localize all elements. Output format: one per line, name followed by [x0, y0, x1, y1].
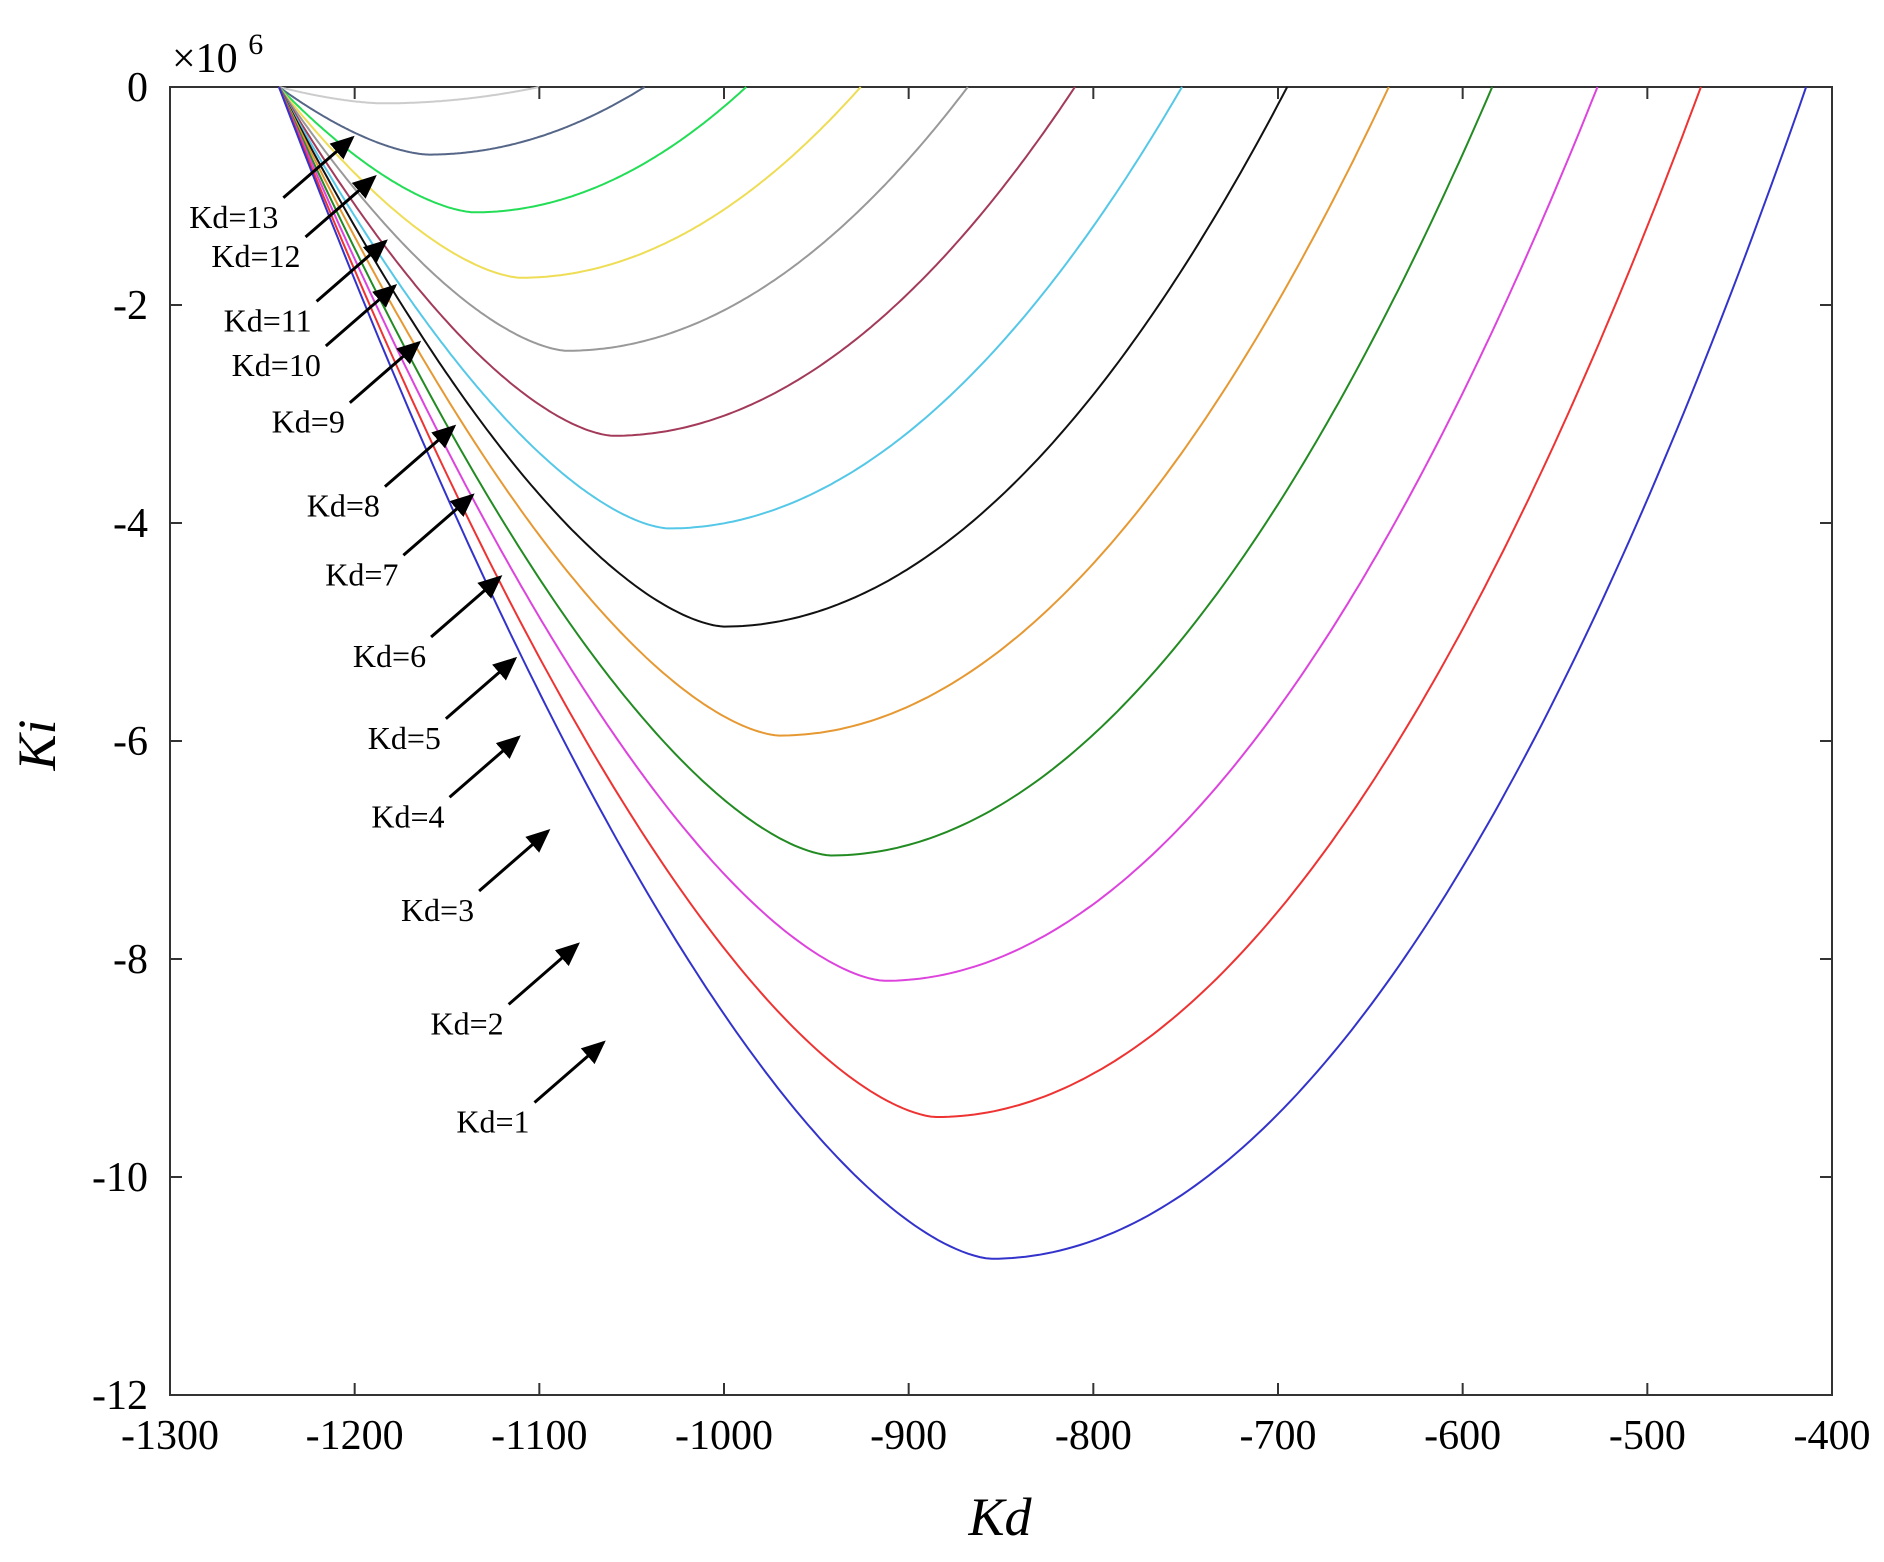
- annotation-label: Kd=12: [211, 238, 300, 274]
- annotation-label: Kd=4: [371, 798, 444, 834]
- annotation-arrow: [282, 135, 355, 199]
- annotation-label: Kd=6: [353, 638, 426, 674]
- y-tick-label: -4: [113, 501, 148, 547]
- plot-area: [169, 86, 1833, 1396]
- x-tick-label: -600: [1424, 1413, 1501, 1459]
- curve-kd-8: [278, 86, 1076, 437]
- multiplier-base: ×10: [172, 36, 238, 82]
- x-tick-label: -900: [870, 1413, 947, 1459]
- annotation-label: Kd=7: [325, 556, 398, 592]
- annotation-label: Kd=8: [307, 488, 380, 524]
- multiplier-exponent: 6: [248, 28, 263, 61]
- annotation-arrow: [507, 942, 580, 1006]
- curve-kd-13: [278, 86, 540, 105]
- curve-kd-5: [278, 86, 1390, 737]
- annotation-arrow: [444, 656, 518, 720]
- annotation-label: Kd=10: [232, 347, 321, 383]
- annotation-arrow: [533, 1040, 606, 1104]
- curves: [278, 86, 1808, 1260]
- x-axis-label: Kd: [967, 1487, 1032, 1547]
- annotations: Kd=1 Kd=2 Kd=3 Kd=4 Kd=5 Kd=6 Kd=7 Kd=8 Kd=9 Kd=1…: [189, 135, 606, 1139]
- x-tick-label: -500: [1609, 1413, 1686, 1459]
- curve-kd-12: [278, 86, 646, 156]
- curve-kd-6: [278, 86, 1289, 628]
- y-tick-label: -8: [113, 937, 148, 983]
- x-tick-label: -1300: [121, 1413, 219, 1459]
- x-tick-label: -700: [1240, 1413, 1317, 1459]
- y-tick-label: -6: [113, 719, 148, 765]
- annotation-arrow: [315, 239, 388, 303]
- annotation-arrow: [304, 175, 377, 239]
- y-tick-label: -10: [92, 1155, 148, 1201]
- annotation-arrow: [348, 340, 422, 404]
- annotation-label: Kd=3: [401, 892, 474, 928]
- annotation-arrow: [430, 575, 503, 639]
- annotation-label: Kd=9: [272, 404, 345, 440]
- curve-kd-1: [278, 86, 1808, 1260]
- x-tick-label: -400: [1794, 1413, 1871, 1459]
- annotation-arrow: [324, 284, 398, 348]
- y-axis-label: Ki: [7, 719, 67, 771]
- annotation-arrow: [402, 493, 475, 557]
- curve-kd-3: [278, 86, 1599, 982]
- annotation-arrow: [383, 424, 457, 488]
- annotation-label: Kd=5: [368, 720, 441, 756]
- annotation-label: Kd=2: [430, 1005, 503, 1041]
- annotation-label: Kd=11: [224, 302, 312, 338]
- annotation-arrow: [448, 735, 521, 799]
- x-tick-label: -1200: [306, 1413, 404, 1459]
- curve-kd-9: [278, 86, 969, 352]
- x-tick-label: -800: [1055, 1413, 1132, 1459]
- x-tick-label: -1000: [675, 1413, 773, 1459]
- x-tick-label: -1100: [491, 1413, 587, 1459]
- curve-kd-4: [278, 86, 1494, 857]
- y-axis-multiplier: ×10 6: [172, 28, 263, 82]
- y-tick-label: 0: [127, 65, 148, 111]
- annotation-arrow: [478, 829, 551, 893]
- annotation-label: Kd=1: [456, 1103, 529, 1139]
- y-tick-label: -2: [113, 283, 148, 329]
- y-tick-label: -12: [92, 1373, 148, 1419]
- y-axis-ticks: 0 -2 -4 -6 -8 -10 -12: [92, 65, 1832, 1419]
- x-axis-ticks: -1300 -1200 -1100 -1000 -900 -800 -700 -600 -500…: [121, 87, 1871, 1459]
- annotation-label: Kd=13: [189, 199, 278, 235]
- curve-kd-7: [278, 86, 1183, 530]
